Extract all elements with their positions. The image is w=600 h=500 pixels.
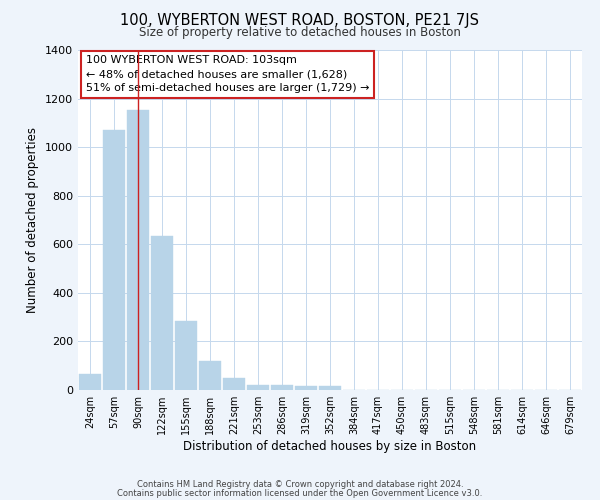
Bar bbox=[199, 361, 221, 390]
Text: 100, WYBERTON WEST ROAD, BOSTON, PE21 7JS: 100, WYBERTON WEST ROAD, BOSTON, PE21 7J… bbox=[121, 12, 479, 28]
Bar bbox=[319, 386, 341, 390]
Bar bbox=[175, 321, 197, 390]
Bar bbox=[223, 378, 245, 390]
Text: Size of property relative to detached houses in Boston: Size of property relative to detached ho… bbox=[139, 26, 461, 39]
Bar bbox=[127, 110, 149, 390]
Bar bbox=[103, 130, 125, 390]
Bar bbox=[295, 386, 317, 390]
Text: 100 WYBERTON WEST ROAD: 103sqm
← 48% of detached houses are smaller (1,628)
51% : 100 WYBERTON WEST ROAD: 103sqm ← 48% of … bbox=[86, 55, 369, 93]
Bar bbox=[79, 374, 101, 390]
Text: Contains public sector information licensed under the Open Government Licence v3: Contains public sector information licen… bbox=[118, 488, 482, 498]
Bar bbox=[247, 385, 269, 390]
X-axis label: Distribution of detached houses by size in Boston: Distribution of detached houses by size … bbox=[184, 440, 476, 453]
Bar bbox=[151, 236, 173, 390]
Y-axis label: Number of detached properties: Number of detached properties bbox=[26, 127, 40, 313]
Text: Contains HM Land Registry data © Crown copyright and database right 2024.: Contains HM Land Registry data © Crown c… bbox=[137, 480, 463, 489]
Bar bbox=[271, 385, 293, 390]
